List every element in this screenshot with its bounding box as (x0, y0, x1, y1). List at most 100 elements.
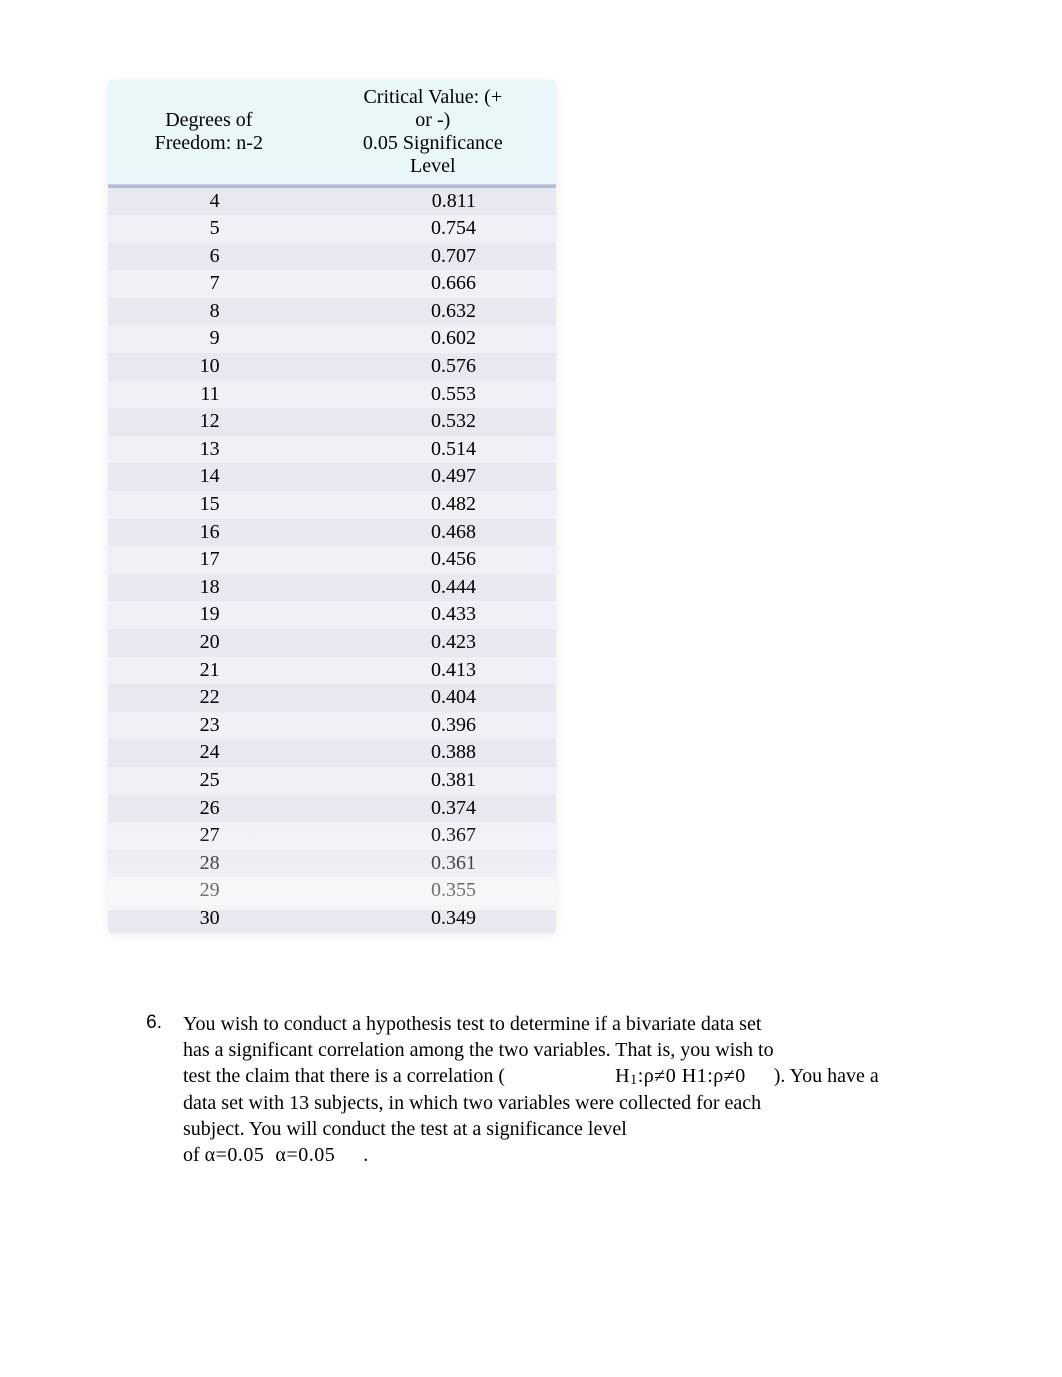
table-row: 190.433 (108, 601, 556, 629)
question-6: 6. You wish to conduct a hypothesis test… (127, 1011, 947, 1168)
df-cell: 14 (108, 463, 310, 491)
question-text: . (363, 1144, 368, 1166)
cv-cell: 0.754 (310, 215, 556, 243)
header-degrees-of-freedom: Degrees of Freedom: n-2 (108, 80, 310, 185)
df-cell: 10 (108, 353, 310, 381)
header-critical-value: Critical Value: (+ or -) 0.05 Significan… (310, 80, 556, 185)
question-line: You wish to conduct a hypothesis test to… (183, 1011, 923, 1037)
df-cell: 9 (108, 325, 310, 353)
cv-cell: 0.497 (310, 463, 556, 491)
table-row: 80.632 (108, 298, 556, 326)
cv-cell: 0.374 (310, 795, 556, 823)
cv-cell: 0.468 (310, 519, 556, 547)
cv-cell: 0.355 (310, 877, 556, 905)
cv-cell: 0.532 (310, 408, 556, 436)
df-cell: 30 (108, 905, 310, 933)
table-row: 100.576 (108, 353, 556, 381)
df-cell: 19 (108, 601, 310, 629)
table-row: 40.811 (108, 188, 556, 216)
table-row: 50.754 (108, 215, 556, 243)
table-row: 260.374 (108, 795, 556, 823)
df-cell: 15 (108, 491, 310, 519)
table-row: 150.482 (108, 491, 556, 519)
question-line: test the claim that there is a correlati… (183, 1063, 923, 1090)
df-cell: 4 (108, 188, 310, 216)
df-cell: 5 (108, 215, 310, 243)
table-row: 70.666 (108, 270, 556, 298)
table-row: 120.532 (108, 408, 556, 436)
df-cell: 26 (108, 795, 310, 823)
question-body: You wish to conduct a hypothesis test to… (183, 1011, 923, 1168)
question-line: of α=0.05 α=0.05 . (183, 1142, 923, 1168)
hypothesis-math: H1:ρ≠0 H1:ρ≠0 (615, 1065, 746, 1087)
cv-cell: 0.349 (310, 905, 556, 933)
df-cell: 25 (108, 767, 310, 795)
cv-cell: 0.811 (310, 188, 556, 216)
cv-cell: 0.576 (310, 353, 556, 381)
table-row: 170.456 (108, 546, 556, 574)
cv-cell: 0.444 (310, 574, 556, 602)
cv-cell: 0.423 (310, 629, 556, 657)
table-row: 90.602 (108, 325, 556, 353)
table-row: 220.404 (108, 684, 556, 712)
cv-cell: 0.553 (310, 381, 556, 409)
df-cell: 13 (108, 436, 310, 464)
df-cell: 23 (108, 712, 310, 740)
df-cell: 8 (108, 298, 310, 326)
df-cell: 20 (108, 629, 310, 657)
critical-values-table: Degrees of Freedom: n-2 Critical Value: … (108, 80, 556, 933)
df-cell: 24 (108, 739, 310, 767)
question-line: has a significant correlation among the … (183, 1037, 923, 1063)
question-line: subject. You will conduct the test at a … (183, 1116, 923, 1142)
cv-cell: 0.396 (310, 712, 556, 740)
cv-cell: 0.632 (310, 298, 556, 326)
df-cell: 22 (108, 684, 310, 712)
df-cell: 27 (108, 822, 310, 850)
table-row: 280.361 (108, 850, 556, 878)
cv-cell: 0.404 (310, 684, 556, 712)
table-row: 290.355 (108, 877, 556, 905)
table-row: 270.367 (108, 822, 556, 850)
table-row: 140.497 (108, 463, 556, 491)
cv-cell: 0.361 (310, 850, 556, 878)
cv-cell: 0.666 (310, 270, 556, 298)
alpha-math: α=0.05 α=0.05 (205, 1144, 336, 1166)
df-cell: 17 (108, 546, 310, 574)
table-row: 250.381 (108, 767, 556, 795)
table-row: 130.514 (108, 436, 556, 464)
df-cell: 18 (108, 574, 310, 602)
cv-cell: 0.413 (310, 657, 556, 685)
df-cell: 6 (108, 243, 310, 271)
df-cell: 12 (108, 408, 310, 436)
table-body: 40.811 50.754 60.707 70.666 80.632 90.60… (108, 188, 556, 933)
df-cell: 21 (108, 657, 310, 685)
table-row: 240.388 (108, 739, 556, 767)
question-text: of (183, 1144, 200, 1166)
df-cell: 29 (108, 877, 310, 905)
question-text: test the claim that there is a correlati… (183, 1065, 505, 1087)
cv-cell: 0.602 (310, 325, 556, 353)
table-row: 200.423 (108, 629, 556, 657)
question-text: ). You have a (774, 1065, 879, 1087)
table-row: 210.413 (108, 657, 556, 685)
df-cell: 28 (108, 850, 310, 878)
header-cv-line4: Level (410, 155, 456, 177)
table-row: 160.468 (108, 519, 556, 547)
header-cv-line2: or -) (415, 109, 450, 131)
header-cv-line1: Critical Value: (+ (363, 86, 502, 108)
question-line: data set with 13 subjects, in which two … (183, 1090, 923, 1116)
table-row: 60.707 (108, 243, 556, 271)
question-number: 6. (127, 1011, 162, 1036)
cv-cell: 0.482 (310, 491, 556, 519)
table-header-row: Degrees of Freedom: n-2 Critical Value: … (108, 80, 556, 185)
df-cell: 7 (108, 270, 310, 298)
header-df-line1: Degrees of (165, 109, 252, 131)
table-row: 180.444 (108, 574, 556, 602)
table-row: 110.553 (108, 381, 556, 409)
df-cell: 16 (108, 519, 310, 547)
cv-cell: 0.456 (310, 546, 556, 574)
cv-cell: 0.514 (310, 436, 556, 464)
header-cv-line3: 0.05 Significance (363, 132, 503, 154)
df-cell: 11 (108, 381, 310, 409)
table-row: 300.349 (108, 905, 556, 933)
